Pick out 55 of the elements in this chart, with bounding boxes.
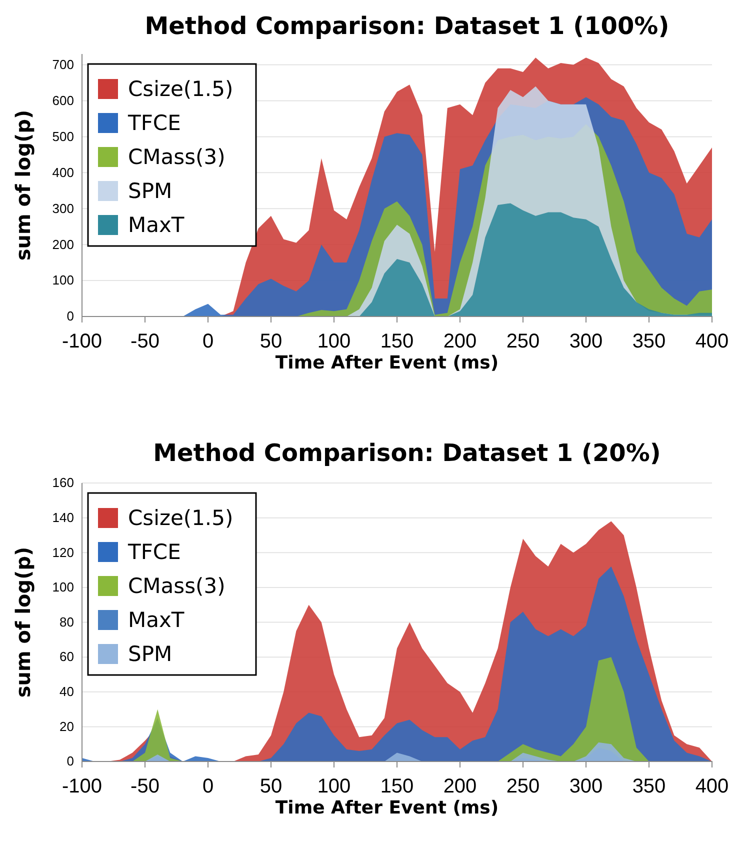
x-tick-label: 300 <box>569 775 603 797</box>
x-tick-label: -100 <box>62 775 102 797</box>
legend-label: CMass(3) <box>128 574 226 598</box>
x-tick-label: 50 <box>260 775 282 797</box>
x-tick-label: 100 <box>317 775 351 797</box>
x-tick-label: 200 <box>443 330 477 352</box>
y-tick-label: 700 <box>52 56 74 72</box>
y-tick-label: 60 <box>60 648 74 664</box>
legend-label: TFCE <box>127 540 181 564</box>
legend-label: TFCE <box>127 111 181 135</box>
x-tick-label: 350 <box>632 775 666 797</box>
legend-label: MaxT <box>128 608 184 632</box>
y-tick-label: 120 <box>52 544 74 560</box>
x-tick-label: 400 <box>695 330 729 352</box>
x-axis-title: Time After Event (ms) <box>275 797 499 818</box>
legend-label: CMass(3) <box>128 145 226 169</box>
x-tick-label: 150 <box>380 330 414 352</box>
x-tick-label: 350 <box>632 330 666 352</box>
x-tick-label: -50 <box>130 775 160 797</box>
y-tick-label: 100 <box>52 579 74 594</box>
y-tick-label: 140 <box>52 509 74 524</box>
legend-label: Csize(1.5) <box>128 77 234 101</box>
y-tick-label: 20 <box>60 718 74 734</box>
x-tick-label: -100 <box>62 330 102 352</box>
y-tick-label: 40 <box>60 684 74 699</box>
y-tick-label: 80 <box>60 614 74 629</box>
x-tick-label: 0 <box>202 330 214 352</box>
legend-label: Csize(1.5) <box>128 506 234 530</box>
x-tick-label: 250 <box>506 775 540 797</box>
x-tick-label: 50 <box>260 330 282 352</box>
y-axis-title: sum of log(p) <box>11 110 35 261</box>
x-tick-label: -50 <box>130 330 160 352</box>
chart-title: Method Comparison: Dataset 1 (20%) <box>153 438 661 466</box>
x-tick-label: 0 <box>202 775 214 797</box>
y-tick-label: 200 <box>52 236 74 252</box>
y-tick-label: 100 <box>52 272 74 288</box>
y-tick-label: 300 <box>52 200 74 216</box>
y-tick-label: 0 <box>66 308 74 324</box>
legend-label: SPM <box>128 642 172 666</box>
x-axis-title: Time After Event (ms) <box>275 352 499 374</box>
y-tick-label: 600 <box>52 92 74 108</box>
y-axis-title: sum of log(p) <box>11 546 35 698</box>
x-tick-label: 250 <box>506 330 540 352</box>
chart-title: Method Comparison: Dataset 1 (100%) <box>144 12 670 40</box>
legend-label: SPM <box>128 179 172 203</box>
y-tick-label: 160 <box>52 474 74 490</box>
x-tick-label: 200 <box>443 775 477 797</box>
x-tick-label: 100 <box>317 330 351 352</box>
y-tick-label: 500 <box>52 128 74 144</box>
x-tick-label: 300 <box>569 330 603 352</box>
y-tick-label: 0 <box>66 753 74 768</box>
x-tick-label: 400 <box>695 775 729 797</box>
x-tick-label: 150 <box>380 775 414 797</box>
y-tick-label: 400 <box>52 164 74 180</box>
legend-label: MaxT <box>128 213 184 237</box>
